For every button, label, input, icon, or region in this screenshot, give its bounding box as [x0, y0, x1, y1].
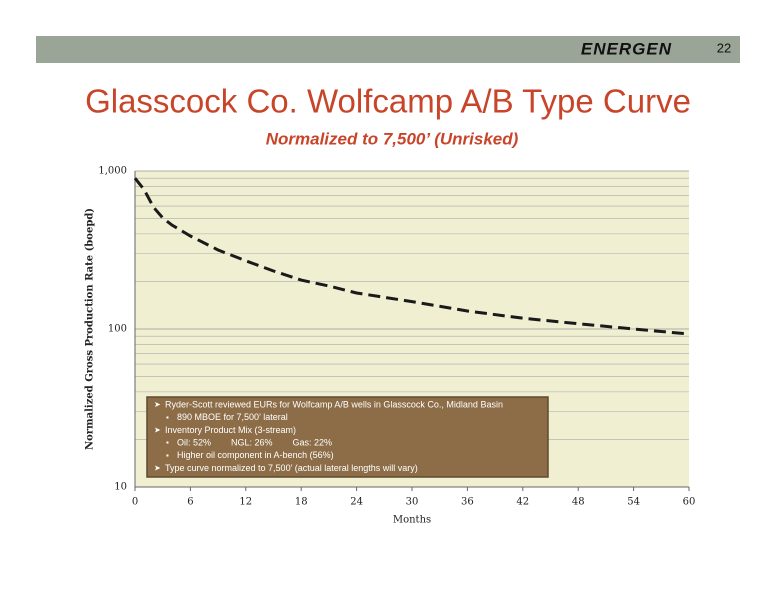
annotation-bullet: ➤	[154, 426, 161, 435]
x-tick-label: 12	[239, 497, 252, 508]
annotation-text: Oil: 52% NGL: 26% Gas: 22%	[177, 437, 332, 447]
y-axis-label: Normalized Gross Production Rate (boepd)	[85, 208, 96, 450]
annotation-bullet: ▪	[166, 451, 169, 460]
annotation-text: Higher oil component in A-bench (56%)	[177, 450, 334, 460]
annotation-bullet: ▪	[166, 438, 169, 447]
annotation-bullet: ➤	[154, 464, 161, 473]
annotation-text: Type curve normalized to 7,500’ (actual …	[165, 463, 418, 473]
x-tick-label: 18	[295, 497, 308, 508]
page-number: 22	[717, 40, 731, 55]
x-tick-label: 6	[187, 497, 193, 508]
x-tick-label: 54	[627, 497, 640, 508]
annotation-box	[146, 396, 549, 478]
annotation-text: Ryder-Scott reviewed EURs for Wolfcamp A…	[165, 399, 503, 409]
x-axis-label: Months	[393, 515, 431, 526]
x-tick-label: 60	[683, 497, 696, 508]
x-tick-label: 24	[350, 497, 363, 508]
logo: ENERGEN	[581, 39, 672, 58]
x-tick-label: 36	[461, 497, 474, 508]
x-tick-label: 48	[572, 497, 585, 508]
x-tick-label: 42	[516, 497, 529, 508]
annotation-text: 890 MBOE for 7,500’ lateral	[177, 412, 288, 422]
annotation-text: Inventory Product Mix (3-stream)	[165, 425, 296, 435]
x-tick-label: 0	[132, 497, 138, 508]
chart-subtitle: Normalized to 7,500’ (Unrisked)	[266, 129, 519, 148]
annotation-bullet: ➤	[154, 400, 161, 409]
y-tick-label: 1,000	[98, 166, 127, 177]
y-tick-label: 10	[114, 482, 127, 493]
x-tick-label: 30	[406, 497, 419, 508]
chart-title: Glasscock Co. Wolfcamp A/B Type Curve	[85, 83, 691, 120]
type-curve	[133, 177, 690, 336]
annotation-bullet: ▪	[166, 413, 169, 422]
y-tick-label: 100	[108, 324, 127, 335]
header-bar	[36, 36, 740, 63]
